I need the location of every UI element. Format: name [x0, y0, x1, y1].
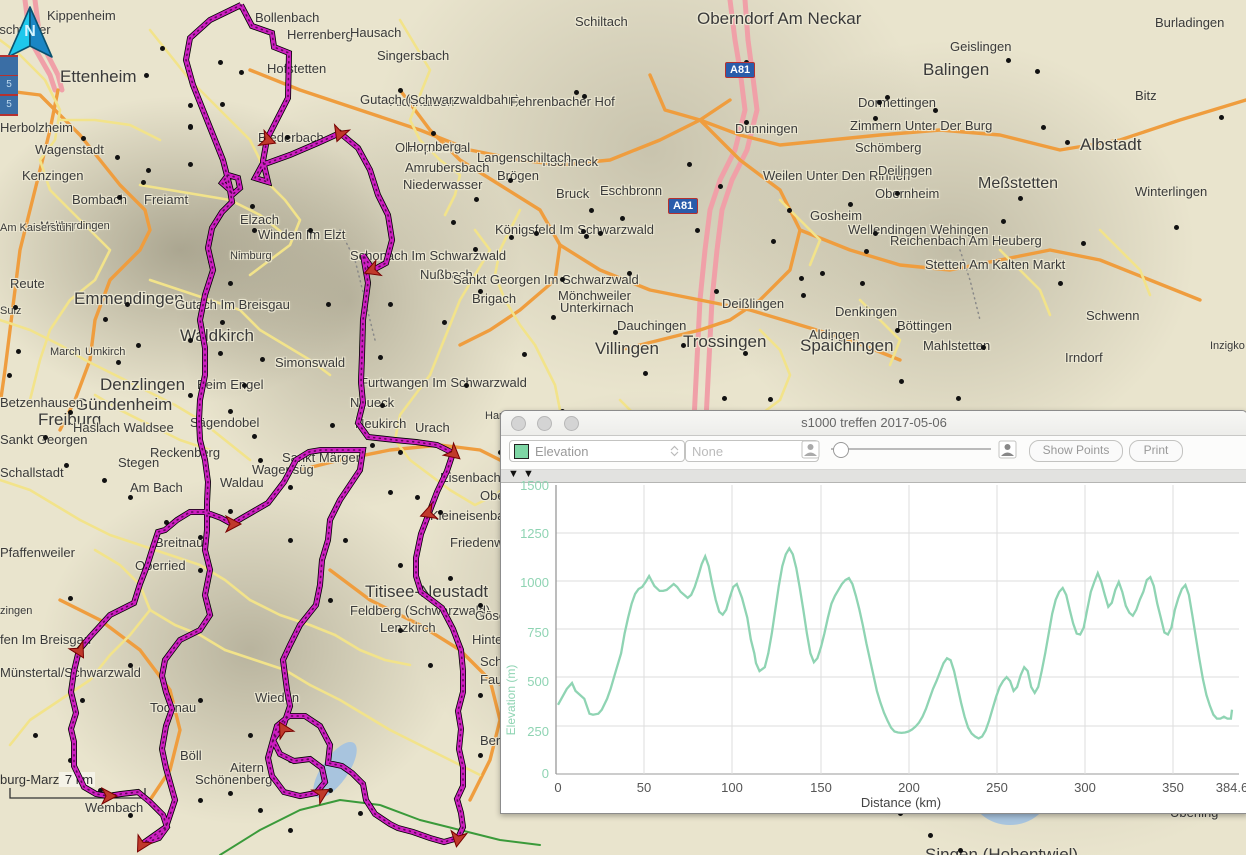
svg-text:1500: 1500	[520, 478, 549, 493]
svg-text:1250: 1250	[520, 526, 549, 541]
svg-text:300: 300	[1074, 780, 1096, 795]
svg-text:1000: 1000	[520, 575, 549, 590]
svg-text:100: 100	[721, 780, 743, 795]
svg-text:250: 250	[986, 780, 1008, 795]
svg-text:350: 350	[1162, 780, 1184, 795]
svg-text:750: 750	[527, 625, 549, 640]
svg-text:200: 200	[898, 780, 920, 795]
svg-text:Distance (km): Distance (km)	[861, 795, 941, 810]
svg-text:384.6: 384.6	[1216, 780, 1246, 795]
svg-text:150: 150	[810, 780, 832, 795]
svg-text:250: 250	[527, 724, 549, 739]
svg-text:50: 50	[637, 780, 651, 795]
svg-text:0: 0	[542, 766, 549, 781]
svg-text:0: 0	[554, 780, 561, 795]
svg-text:500: 500	[527, 674, 549, 689]
svg-text:Elevation (m): Elevation (m)	[504, 665, 518, 736]
